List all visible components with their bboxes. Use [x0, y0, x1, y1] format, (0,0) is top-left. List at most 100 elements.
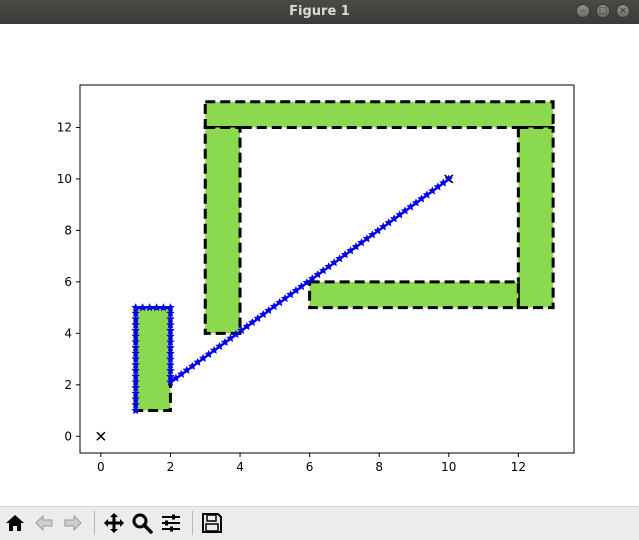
- path-point: [395, 210, 405, 219]
- x-marker-point: [96, 431, 106, 441]
- toolbar-separator: [192, 511, 193, 535]
- y-tick-label: 0: [64, 429, 72, 443]
- path-point: [131, 325, 141, 335]
- path-point: [378, 222, 388, 231]
- home-button[interactable]: [2, 510, 28, 536]
- navigation-toolbar: [0, 506, 639, 540]
- x-tick-label: 10: [441, 460, 456, 474]
- x-tick-label: 8: [375, 460, 383, 474]
- obstacle-rect: [134, 306, 172, 413]
- toolbar-separator: [94, 511, 95, 535]
- path-point: [131, 320, 141, 329]
- path-point: [286, 289, 295, 299]
- path-point: [220, 337, 230, 347]
- path-point: [313, 269, 323, 279]
- path-point: [384, 218, 394, 227]
- path-point: [307, 273, 317, 283]
- path-point: [367, 230, 377, 239]
- path-point: [253, 313, 263, 323]
- plot: 0 2 4 6 8 10 12 0 2 4 6 8 10 12: [57, 84, 575, 474]
- path-point: [302, 277, 312, 287]
- path-point: [275, 297, 285, 307]
- path-point: [422, 190, 432, 199]
- x-tick-label: 2: [167, 460, 175, 474]
- path-point: [131, 365, 141, 375]
- pan-button[interactable]: [101, 510, 127, 536]
- x-tick-label: 6: [306, 460, 314, 474]
- move-icon: [104, 513, 124, 533]
- path-point: [318, 265, 328, 275]
- configure-subplots-button[interactable]: [158, 510, 184, 536]
- path-point: [215, 341, 224, 351]
- axes-frame: [79, 84, 575, 454]
- path-point: [187, 361, 197, 371]
- obstacle-rect: [308, 280, 520, 310]
- path-point: [131, 360, 141, 369]
- path-point: [231, 329, 241, 339]
- path-point: [362, 234, 372, 243]
- path-point: [411, 198, 421, 207]
- path-point: [209, 345, 219, 355]
- path-point: [182, 365, 192, 375]
- path-point: [171, 373, 181, 383]
- path-point: [335, 254, 345, 263]
- obstacle-rect: [516, 125, 555, 310]
- x-tick-label: 0: [97, 460, 105, 474]
- path-point: [131, 388, 141, 398]
- window-titlebar[interactable]: – □ × Figure 1: [0, 0, 639, 24]
- path-point: [357, 238, 366, 247]
- path-point: [131, 400, 141, 409]
- save-button[interactable]: [199, 510, 225, 536]
- arrow-left-icon: [35, 514, 53, 532]
- path-point: [258, 309, 268, 319]
- path-point: [346, 246, 355, 255]
- path-point: [166, 377, 175, 386]
- y-tick-label: 6: [64, 275, 72, 289]
- y-tick-label: 2: [64, 378, 72, 392]
- path-point: [131, 371, 141, 380]
- path-point: [193, 357, 203, 367]
- path-point: [131, 383, 141, 392]
- path-point: [242, 321, 252, 331]
- x-tick-label: 12: [511, 460, 526, 474]
- y-tick-label: 8: [64, 223, 72, 237]
- path-point: [131, 337, 141, 346]
- magnifier-icon: [132, 513, 153, 534]
- maximize-button[interactable]: □: [596, 4, 610, 18]
- figure-canvas[interactable]: 0 2 4 6 8 10 12 0 2 4 6 8 10 12: [0, 24, 639, 506]
- back-button[interactable]: [31, 510, 57, 536]
- path-point: [297, 281, 306, 291]
- path-point: [131, 377, 141, 386]
- path-point: [269, 301, 279, 311]
- home-icon: [6, 515, 24, 531]
- path-point: [406, 202, 415, 211]
- path-point: [131, 331, 141, 340]
- minimize-button[interactable]: –: [576, 4, 590, 18]
- zoom-button[interactable]: [129, 510, 155, 536]
- path-point: [389, 214, 399, 223]
- forward-button[interactable]: [60, 510, 86, 536]
- path-point: [280, 293, 290, 303]
- path-point: [236, 325, 246, 335]
- obstacle-rect: [203, 125, 242, 335]
- path-point: [264, 305, 274, 315]
- path-point: [198, 353, 208, 363]
- path-point: [351, 242, 361, 251]
- path-point: [373, 226, 383, 235]
- x-tick-label: 4: [236, 460, 244, 474]
- close-button[interactable]: ×: [616, 4, 630, 18]
- sliders-icon: [162, 514, 180, 532]
- path-point: [291, 285, 301, 295]
- path-point: [176, 369, 186, 379]
- path-point: [131, 405, 141, 415]
- path-point: [438, 178, 448, 187]
- path-point: [444, 174, 454, 183]
- y-tick-label: 4: [64, 326, 72, 340]
- window-title: Figure 1: [289, 4, 350, 19]
- path-point: [131, 314, 141, 323]
- y-tick-label: 10: [57, 172, 72, 186]
- floppy-disk-icon: [202, 513, 222, 533]
- path-point: [324, 261, 334, 271]
- path-point: [131, 342, 141, 352]
- path-point: [427, 186, 437, 195]
